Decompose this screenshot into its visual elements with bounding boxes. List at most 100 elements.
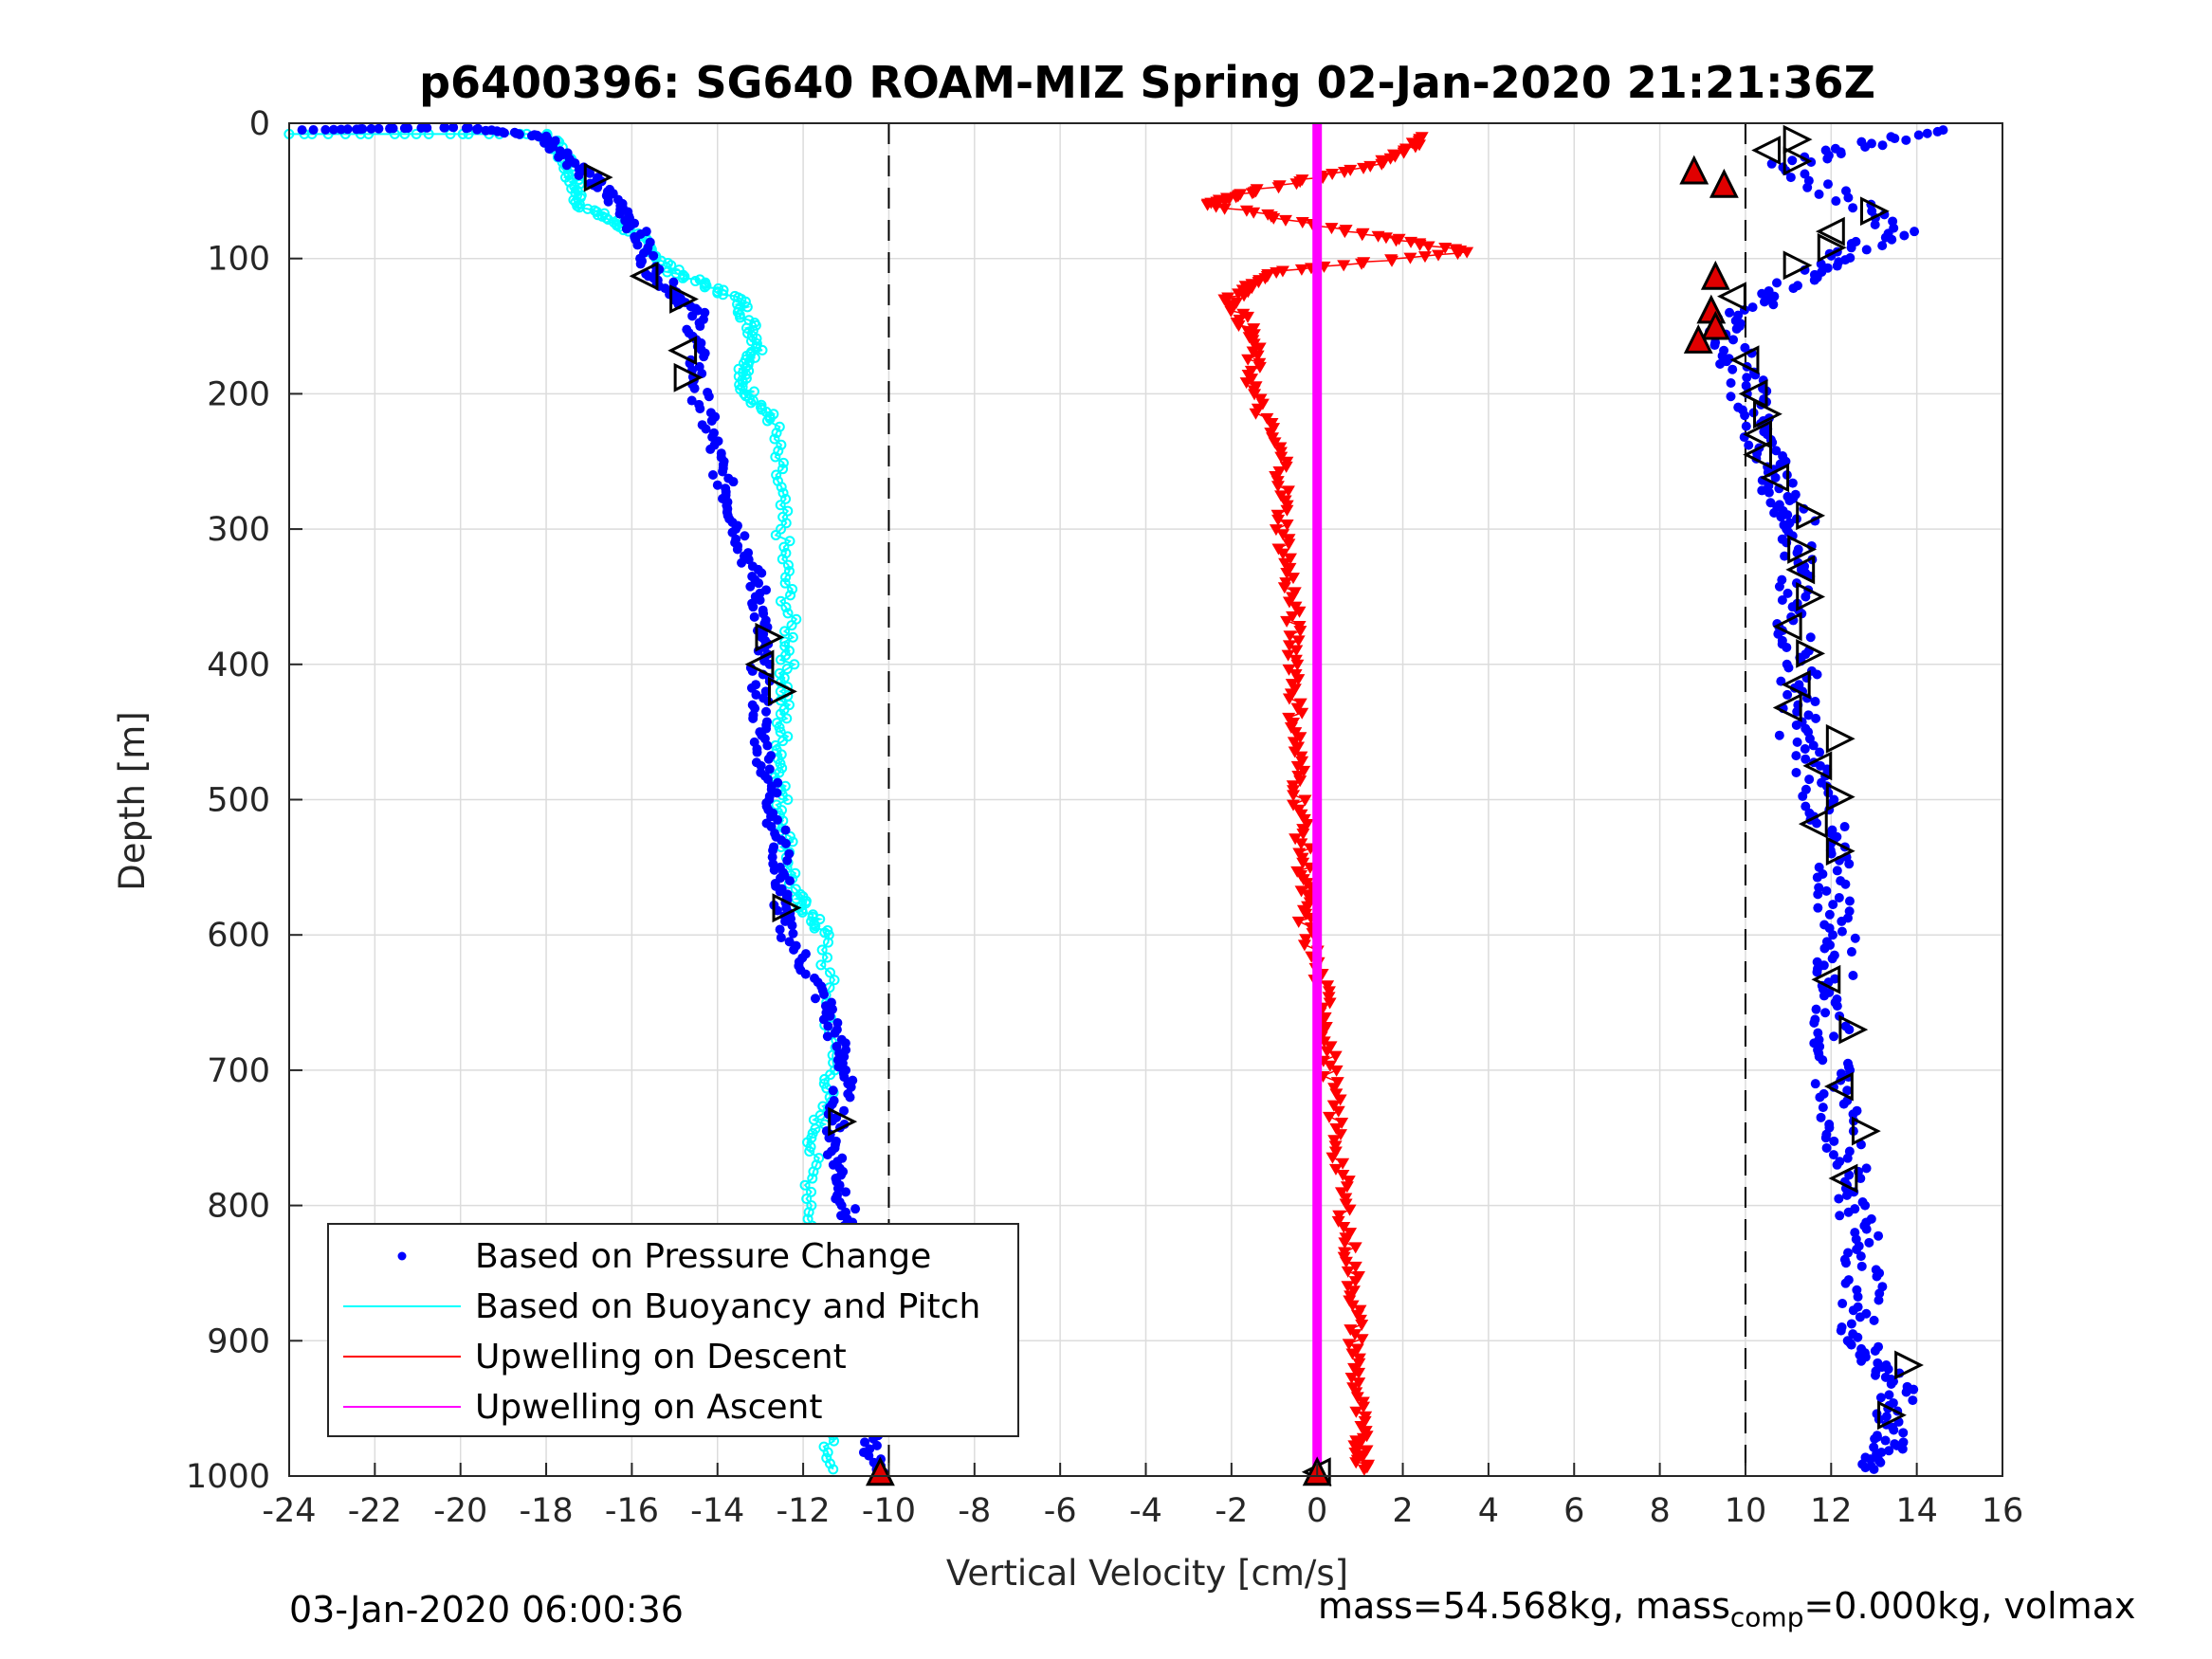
pressure-change-point bbox=[1901, 135, 1911, 145]
pressure-change-point bbox=[718, 466, 728, 477]
pressure-change-point bbox=[1791, 751, 1801, 761]
pressure-change-point bbox=[1870, 1433, 1880, 1444]
pressure-change-point bbox=[1856, 1261, 1867, 1271]
upwelling-descent-point bbox=[1327, 1083, 1342, 1095]
upwelling-descent-point bbox=[1224, 305, 1238, 318]
pressure-change-point bbox=[701, 424, 711, 434]
pressure-change-point bbox=[1726, 377, 1736, 388]
buoyancy-pitch-point bbox=[712, 287, 723, 299]
open-triangle-marker bbox=[1825, 836, 1856, 866]
x-tick-label: 0 bbox=[1307, 1492, 1327, 1530]
upwelling-descent-point bbox=[1349, 1406, 1363, 1418]
upwelling-descent-point bbox=[1281, 485, 1295, 498]
upwelling-descent-point bbox=[1280, 504, 1294, 517]
pressure-change-point bbox=[1848, 203, 1858, 213]
pressure-change-point bbox=[728, 477, 739, 487]
pressure-change-point bbox=[1770, 472, 1781, 483]
upwelling-descent-point bbox=[1328, 1146, 1343, 1158]
pressure-change-point bbox=[1837, 916, 1847, 926]
upwelling-descent-point bbox=[1269, 524, 1283, 537]
open-triangle-marker bbox=[1781, 669, 1811, 700]
upwelling-descent-point bbox=[1345, 1348, 1360, 1360]
upwelling-descent-point bbox=[1251, 350, 1265, 362]
upwelling-descent-point bbox=[1322, 992, 1336, 1004]
pressure-change-point bbox=[1822, 179, 1833, 190]
pressure-change-point bbox=[772, 788, 782, 798]
pressure-change-point bbox=[752, 747, 762, 757]
pressure-change-point bbox=[695, 404, 705, 414]
pressure-change-point bbox=[830, 1028, 840, 1038]
buoyancy-pitch-point bbox=[779, 577, 791, 589]
pressure-change-point bbox=[1831, 196, 1841, 207]
upwelling-descent-point bbox=[1280, 567, 1294, 579]
y-tick-label: 800 bbox=[207, 1188, 270, 1226]
pressure-change-point bbox=[705, 444, 716, 454]
open-triangle-marker bbox=[1815, 216, 1845, 246]
pressure-change-point bbox=[1757, 485, 1767, 496]
upwelling-descent-point bbox=[1247, 207, 1261, 219]
pressure-change-point bbox=[1874, 1231, 1884, 1241]
buoyancy-pitch-point bbox=[770, 529, 781, 540]
pressure-change-point bbox=[1837, 926, 1847, 937]
upwelling-descent-point bbox=[1331, 1215, 1345, 1228]
pressure-change-point bbox=[810, 994, 820, 1004]
upwelling-descent-point bbox=[1293, 626, 1307, 638]
pressure-change-point bbox=[780, 916, 791, 926]
pressure-change-point bbox=[828, 1085, 838, 1096]
legend-entry: Upwelling on Descent bbox=[475, 1338, 847, 1376]
pressure-change-point bbox=[1846, 1340, 1856, 1350]
upwelling-descent-point bbox=[1343, 1204, 1357, 1216]
buoyancy-pitch-point bbox=[780, 493, 792, 504]
pressure-change-point bbox=[1826, 848, 1837, 859]
pressure-change-point bbox=[1771, 446, 1782, 456]
buoyancy-pitch-point bbox=[742, 359, 754, 371]
upwelling-descent-point bbox=[1322, 1111, 1336, 1123]
pressure-change-point bbox=[756, 760, 766, 771]
pressure-change-point bbox=[1740, 410, 1750, 421]
pressure-change-point bbox=[1782, 642, 1792, 652]
pressure-change-point bbox=[1782, 689, 1793, 700]
pressure-change-point bbox=[374, 123, 384, 134]
open-triangle-marker bbox=[1798, 809, 1828, 839]
pressure-change-point bbox=[1811, 713, 1821, 723]
pressure-change-point bbox=[1910, 227, 1920, 237]
pressure-change-point bbox=[328, 124, 338, 135]
pressure-change-point bbox=[1773, 629, 1783, 639]
buoyancy-pitch-point bbox=[677, 272, 688, 283]
upwelling-descent-point bbox=[1320, 1046, 1334, 1058]
buoyancy-pitch-point bbox=[805, 1141, 816, 1153]
buoyancy-pitch-point bbox=[822, 924, 833, 936]
pressure-change-point bbox=[764, 764, 775, 775]
pressure-change-point bbox=[366, 123, 376, 134]
open-triangle-marker bbox=[1753, 399, 1782, 429]
upwelling-descent-point bbox=[1451, 248, 1465, 261]
buoyancy-pitch-point bbox=[814, 1153, 825, 1164]
buoyancy-pitch-point bbox=[737, 381, 748, 392]
upwelling-descent-point bbox=[1389, 235, 1403, 247]
pressure-change-point bbox=[746, 683, 757, 693]
footer-mass-text-2: =0.000kg, volmax bbox=[1803, 1585, 2136, 1627]
pressure-change-point bbox=[1776, 512, 1786, 522]
buoyancy-pitch-point bbox=[776, 523, 787, 535]
upwelling-descent-point bbox=[1289, 178, 1304, 191]
pressure-change-point bbox=[1813, 889, 1823, 900]
x-axis-label: Vertical Velocity [cm/s] bbox=[946, 1553, 1348, 1594]
open-triangle-marker bbox=[828, 1106, 858, 1137]
x-tick-label: -8 bbox=[958, 1492, 991, 1530]
pressure-change-point bbox=[1774, 581, 1784, 592]
buoyancy-pitch-point bbox=[799, 1179, 811, 1191]
pressure-change-point bbox=[1785, 173, 1796, 183]
pressure-change-point bbox=[308, 124, 319, 135]
x-tick-labels: -24 -22 -20 -18 -16 -14 -12 -10 -8 -6 -4 -2 0 2 4 6 8 10 1… bbox=[262, 1463, 2023, 1530]
pressure-change-point bbox=[1805, 632, 1816, 643]
red-triangle-marker bbox=[1683, 323, 1713, 354]
buoyancy-pitch-point bbox=[600, 212, 612, 224]
upwelling-descent-point bbox=[1327, 1135, 1342, 1147]
pressure-change-point bbox=[1836, 1325, 1846, 1336]
open-triangle-marker bbox=[1782, 146, 1813, 176]
upwelling-descent-point bbox=[1397, 147, 1411, 159]
red-triangle-marker bbox=[1709, 168, 1739, 198]
pressure-change-point bbox=[1802, 182, 1813, 192]
buoyancy-pitch-point bbox=[776, 482, 787, 493]
buoyancy-pitch-point bbox=[582, 203, 594, 214]
